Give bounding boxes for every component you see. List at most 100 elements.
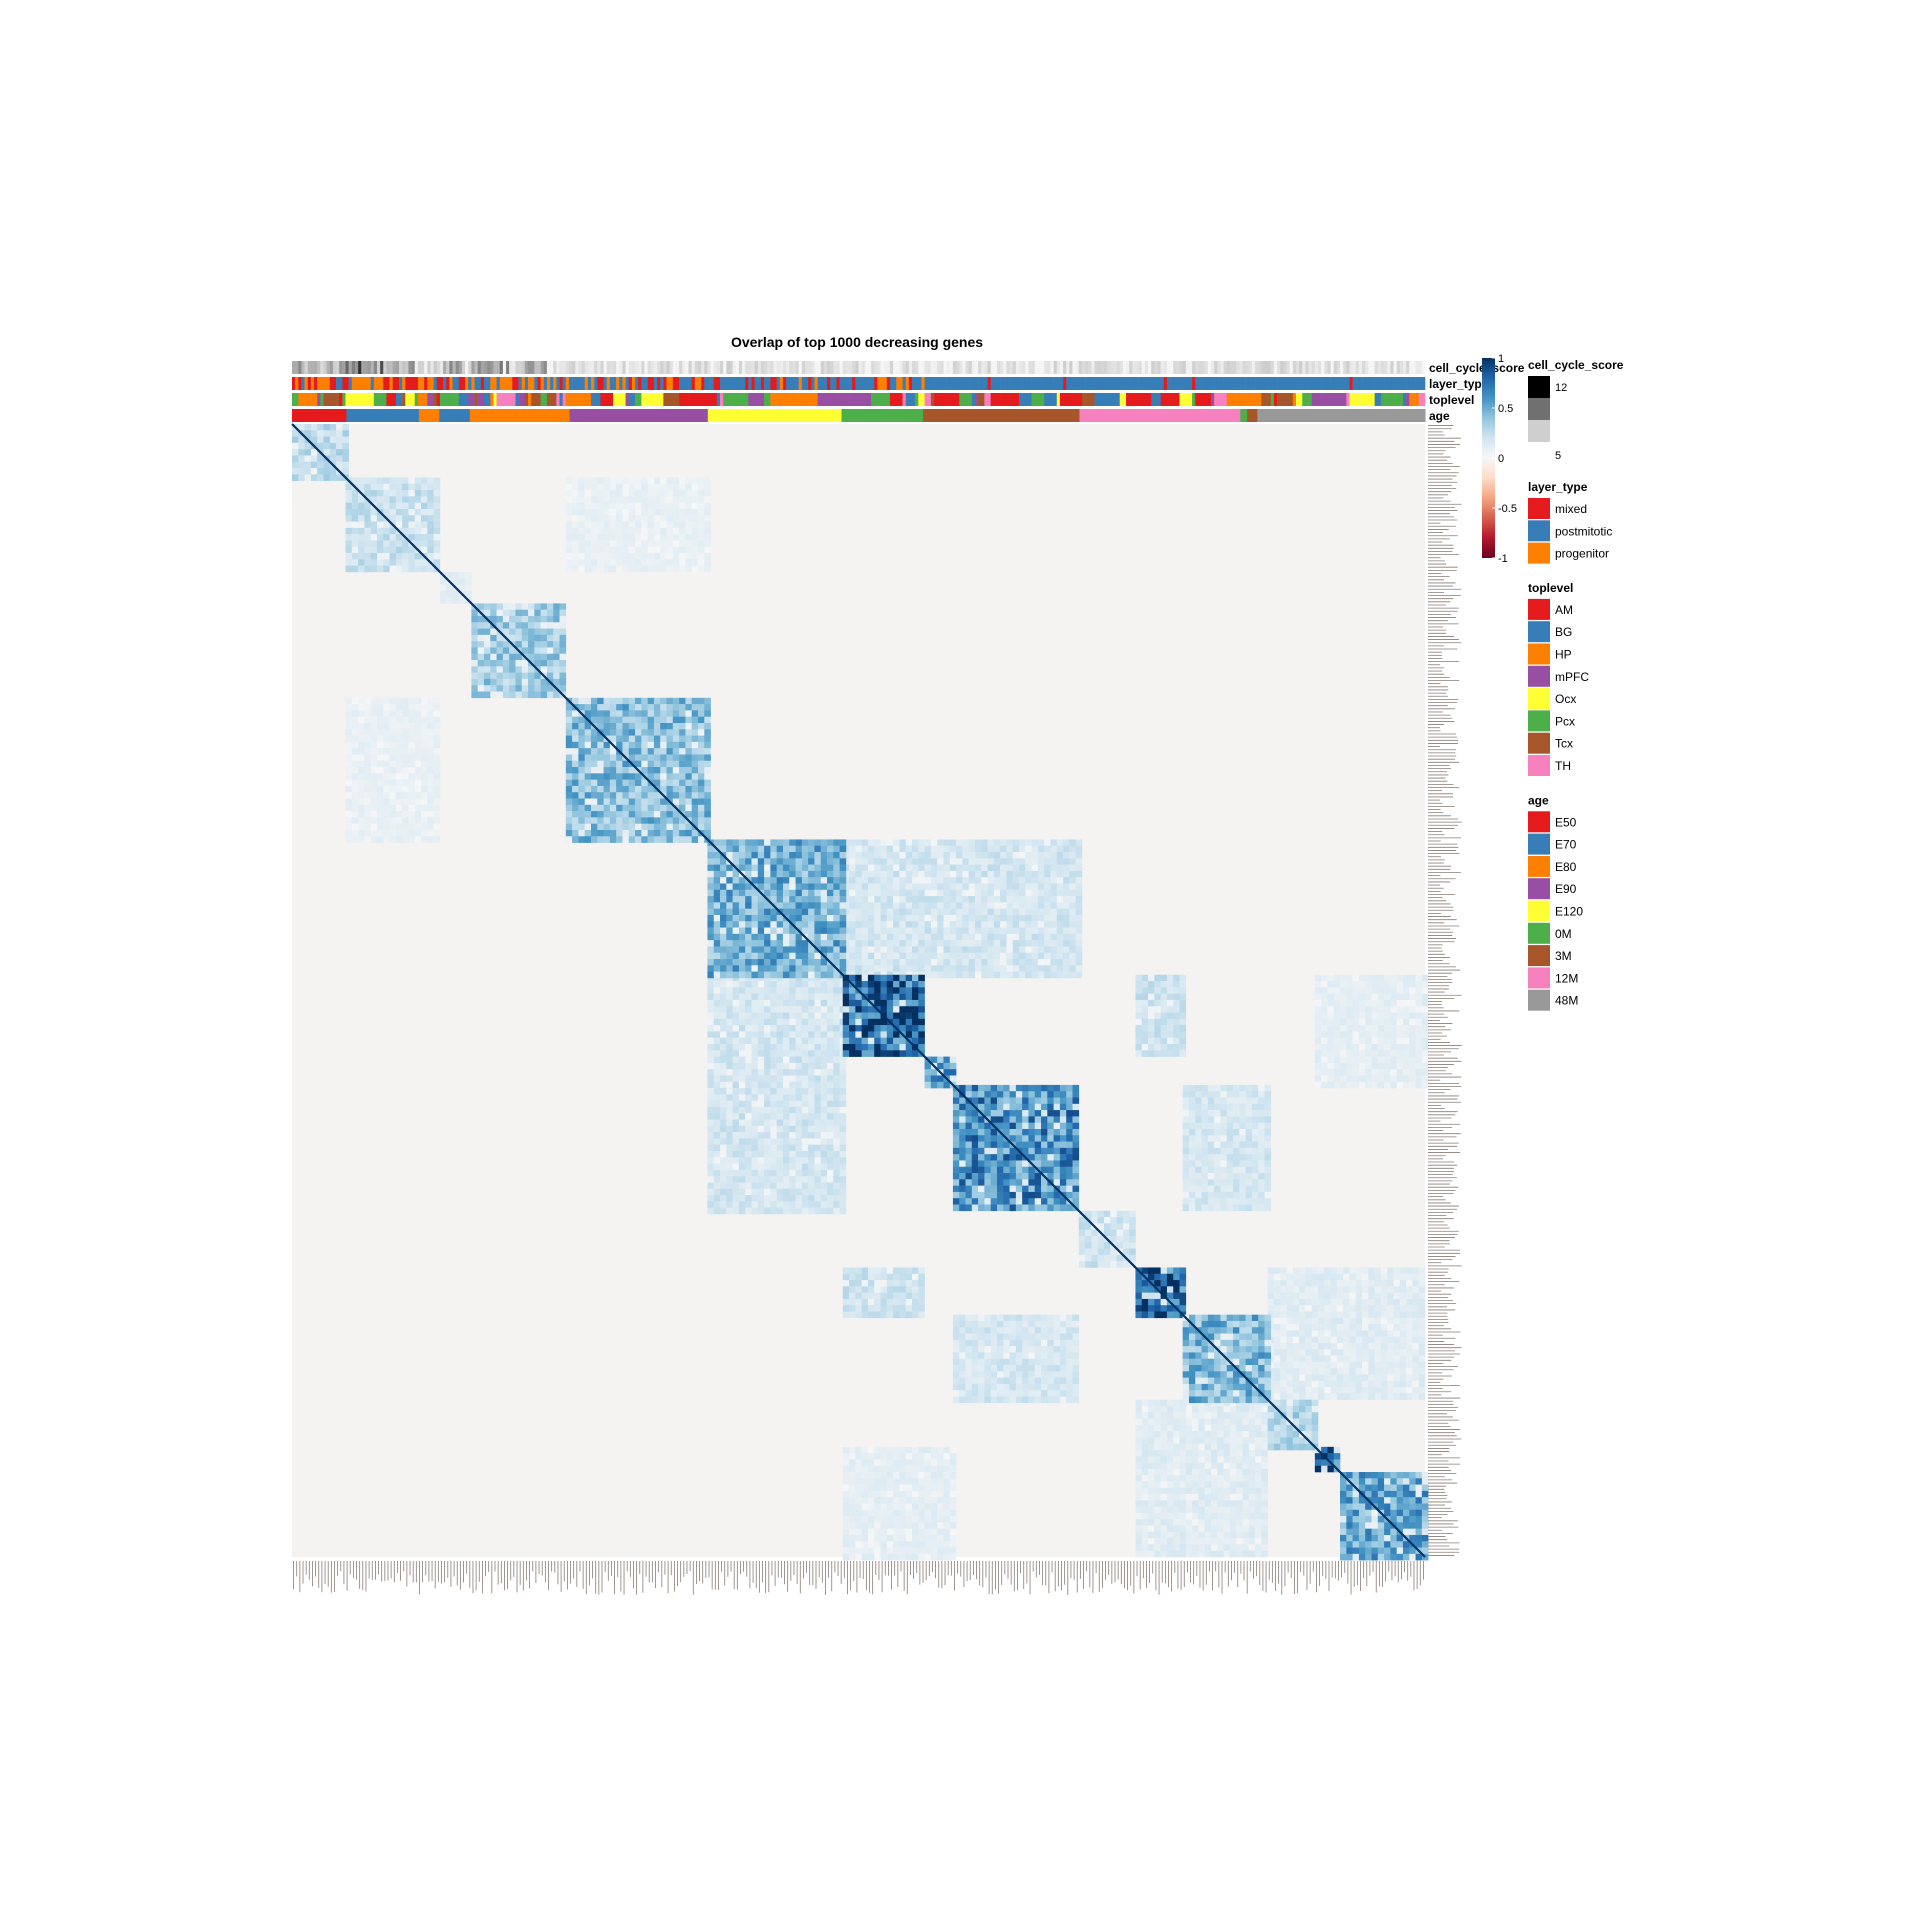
legend-swatch-AM (1528, 598, 1550, 620)
legend-swatch-E120 (1528, 900, 1550, 922)
legend-cell-cycle-score: cell_cycle_score 12 5 (1528, 358, 1624, 462)
legend-gradient-swatch (1528, 420, 1550, 442)
legend-swatch-E50 (1528, 811, 1550, 833)
legend-label-AM: AM (1555, 603, 1573, 617)
legend-label-progenitor: progenitor (1555, 547, 1609, 561)
legend-label-Tcx: Tcx (1555, 737, 1573, 751)
legend-label-E50: E50 (1555, 815, 1577, 829)
colorbar-gradient (1482, 358, 1495, 558)
legend-label-E80: E80 (1555, 860, 1577, 874)
legend-label-12M: 12M (1555, 971, 1578, 985)
value-colorbar: 1 0.5 0 -0.5 -1 (1482, 353, 1517, 565)
legend-label-BG: BG (1555, 625, 1572, 639)
legend-swatch-E90 (1528, 878, 1550, 900)
legend-title: toplevel (1528, 581, 1573, 595)
chart-title: Overlap of top 1000 decreasing genes (731, 334, 983, 350)
annotation-label-age: age (1429, 409, 1450, 423)
legend-gradient-label: 12 (1555, 382, 1567, 394)
matrix-block-6 (842, 974, 925, 1057)
legend-label-Ocx: Ocx (1555, 692, 1576, 706)
legend-title: layer_type (1528, 480, 1588, 494)
cell-cycle-score-strip (292, 361, 1426, 374)
legend-label-mixed: mixed (1555, 502, 1587, 516)
legend-swatch-mixed (1528, 498, 1550, 519)
legend-label-E120: E120 (1555, 905, 1583, 919)
colorbar-tick-label: 1 (1498, 353, 1504, 365)
colorbar-tick-label: -0.5 (1498, 503, 1517, 515)
age-segment-0M (1240, 409, 1248, 422)
colorbar-tick-label: 0.5 (1498, 403, 1513, 415)
legend-swatch-12M (1528, 967, 1550, 989)
age-segment-48M (1257, 409, 1426, 422)
legend-swatch-postmitotic (1528, 520, 1550, 542)
legend-swatch-TH (1528, 755, 1550, 776)
legend-swatch-48M (1528, 989, 1550, 1011)
matrix-block-5 (707, 839, 847, 979)
legend-label-48M: 48M (1555, 994, 1578, 1008)
age-segment-E80 (418, 409, 440, 422)
matrix-diagonal (291, 423, 1426, 1558)
legend-gradient-label: 5 (1555, 450, 1561, 462)
legend-swatch-mPFC (1528, 665, 1550, 687)
legend-label-postmitotic: postmitotic (1555, 524, 1612, 538)
legend-swatch-E70 (1528, 833, 1550, 855)
legend-swatch-E80 (1528, 855, 1550, 877)
legend-label-HP: HP (1555, 648, 1572, 662)
annotation-label-toplevel: toplevel (1429, 393, 1474, 407)
legend-label-Pcx: Pcx (1555, 714, 1575, 728)
legend-swatch-progenitor (1528, 542, 1550, 564)
off-diagonal-link-4 (345, 477, 711, 843)
column-sample-labels (293, 1561, 1424, 1595)
annotation-label-layer_type: layer_type (1429, 377, 1489, 391)
annotation-row-labels: cell_cycle_score layer_type toplevel age (1429, 361, 1525, 423)
legend-label-TH: TH (1555, 759, 1571, 773)
age-segment-3M (1247, 409, 1258, 422)
annotation-label-cell_cycle_score: cell_cycle_score (1429, 361, 1525, 375)
legend-swatch-Tcx (1528, 732, 1550, 754)
age-segment-3M (923, 409, 1080, 422)
legend-title: age (1528, 793, 1549, 807)
colorbar-tick-label: 0 (1498, 453, 1504, 465)
age-segment-E50 (292, 409, 347, 422)
diagonal-line (291, 423, 1426, 1558)
legend-label-E90: E90 (1555, 882, 1577, 896)
colorbar-tick-label: -1 (1498, 553, 1508, 565)
matrix-block-0 (292, 424, 349, 481)
off-diagonal-link-0 (707, 839, 1083, 1215)
age-segment-0M (841, 409, 924, 422)
age-segment-E70 (346, 409, 420, 422)
legend-gradient-swatch (1528, 398, 1550, 420)
legend-label-E70: E70 (1555, 838, 1577, 852)
legend-swatch-Pcx (1528, 710, 1550, 732)
legend-swatch-3M (1528, 945, 1550, 967)
legend-swatch-0M (1528, 922, 1550, 944)
off-diagonal-link-3 (1135, 1267, 1426, 1558)
age-segment-E90 (569, 409, 709, 422)
age-segment-12M (1079, 409, 1241, 422)
legend-swatch-BG (1528, 621, 1550, 643)
age-segment-E70 (439, 409, 471, 422)
column-annotations (292, 361, 1426, 422)
age-segment-E80 (469, 409, 571, 422)
off-diagonal-link-2 (952, 1084, 1272, 1404)
legend-label-0M: 0M (1555, 927, 1572, 941)
off-diagonal-link-5 (842, 974, 1429, 1561)
legend-toplevel: toplevel AM BG HP mPFC Ocx Pcx Tcx TH (1528, 581, 1589, 776)
row-sample-labels (1428, 425, 1462, 1556)
layer-type-strip (292, 377, 1426, 390)
similarity-matrix (292, 424, 1429, 1561)
legend-label-3M: 3M (1555, 949, 1572, 963)
age-segment-E120 (707, 409, 843, 422)
off-diagonal-link-1 (842, 974, 1187, 1319)
legend-title: cell_cycle_score (1528, 358, 1624, 372)
legend-swatch-Ocx (1528, 688, 1550, 710)
legend-swatch-HP (1528, 643, 1550, 665)
toplevel-strip (292, 393, 1426, 406)
legend-gradient-swatch (1528, 376, 1550, 398)
legend-age: age E50 E70 E80 E90 E120 0M 3M 12M 48M (1528, 793, 1583, 1011)
matrix-block-4 (565, 697, 711, 843)
legend-label-mPFC: mPFC (1555, 670, 1589, 684)
